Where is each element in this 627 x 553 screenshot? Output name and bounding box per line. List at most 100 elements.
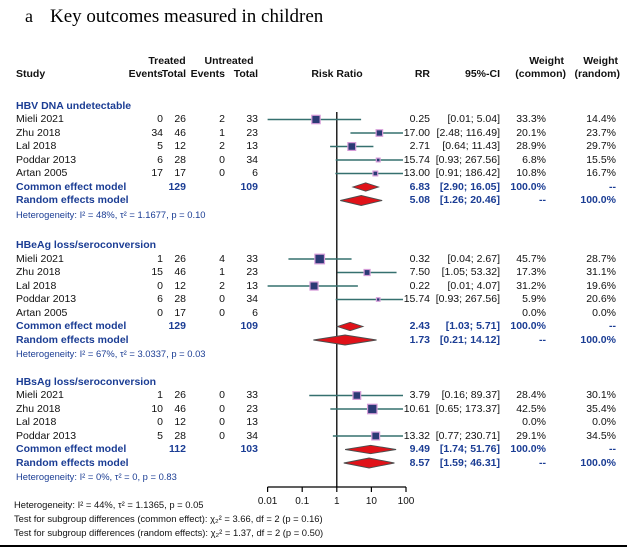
common-weight-common: 100.0% [510,320,546,332]
point-estimate-square [363,268,371,277]
group-label: HBeAg loss/seroconversion [16,239,157,251]
weight-random: 34.5% [586,429,616,442]
col-header-rr: RR [414,67,430,80]
axis-tick-label: 100 [397,496,415,507]
untreated-events: 2 [219,279,225,292]
treated-total: 12 [174,416,186,428]
treated-events: 15 [151,266,163,278]
untreated-total: 13 [246,140,258,152]
ci-value: [0.01; 4.07] [447,279,500,292]
untreated-total: 13 [246,279,258,292]
ci-value: [0.77; 230.71] [435,429,500,442]
random-weight-random: 100.0% [580,456,616,469]
untreated-events: 0 [219,153,225,166]
rr-value: 2.71 [409,140,430,152]
study-name: Poddar 2013 [16,429,77,442]
random-effects-label: Random effects model [16,333,129,346]
point-estimate-square [375,129,384,137]
rr-value: 13.32 [403,429,430,442]
common-weight-random: -- [609,180,616,193]
random-ci: [0.21; 14.12] [439,333,500,346]
weight-common: 0.0% [522,306,546,319]
rr-value: 7.50 [409,266,430,278]
weight-random: 31.1% [586,266,616,278]
common-untreated-total: 109 [240,320,258,332]
weight-random: 35.4% [586,402,616,415]
treated-events: 0 [157,306,163,319]
untreated-total: 33 [246,389,258,401]
common-weight-common: 100.0% [510,443,546,455]
untreated-events: 2 [219,113,225,125]
treated-events: 6 [157,153,163,166]
random-weight-random: 100.0% [580,194,616,206]
untreated-events: 0 [219,306,225,319]
random-weight-common: -- [539,333,546,346]
title-text: Key outcomes measured in children [50,6,324,27]
figure-title: a Key outcomes measured in children [25,6,323,28]
pooled-diamond [351,182,380,192]
col-header-total-untreated: Total [233,67,258,80]
rr-value: 13.00 [403,167,430,179]
treated-events: 0 [157,279,163,292]
untreated-events: 0 [219,416,225,428]
random-rr: 5.08 [409,194,430,206]
study-name: Mieli 2021 [16,252,64,265]
common-weight-common: 100.0% [510,180,546,193]
random-ci: [1.26; 20.46] [439,194,500,206]
weight-common: 5.9% [522,293,546,305]
col-header-ci: 95%-CI [464,67,500,80]
common-effect-label: Common effect model [16,443,127,455]
treated-events: 10 [151,402,163,415]
weight-common: 31.2% [516,279,546,292]
common-weight-random: -- [609,443,616,455]
point-estimate-square [309,281,319,291]
untreated-total: 33 [246,113,258,125]
point-estimate-square [375,297,381,302]
common-untreated-total: 103 [240,443,258,455]
group-heterogeneity: Heterogeneity: I² = 0%, τ² = 0, p = 0.83 [16,471,177,482]
pooled-diamond [343,457,395,469]
treated-events: 17 [151,167,163,179]
point-estimate-square [347,142,357,151]
treated-total: 46 [174,126,186,139]
untreated-total: 34 [246,293,258,305]
study-name: Poddar 2013 [16,293,77,305]
pooled-diamond [313,334,377,346]
ci-value: [0.65; 173.37] [435,402,500,415]
subgroup-test-common: Test for subgroup differences (common ef… [14,513,323,524]
treated-events: 34 [151,126,163,139]
treated-total: 26 [174,113,186,125]
study-name: Lal 2018 [16,279,57,292]
pooled-diamond [340,195,383,206]
treated-events: 0 [157,416,163,428]
untreated-total: 6 [252,306,258,319]
col-header-common-paren: (common) [515,67,566,80]
ci-value: [0.91; 186.42] [435,167,500,179]
untreated-total: 13 [246,416,258,428]
col-header-weight-random: Weight [583,54,618,67]
weight-random: 20.6% [586,293,616,305]
overall-heterogeneity: Heterogeneity: I² = 44%, τ² = 1.1365, p … [14,499,204,510]
untreated-events: 0 [219,429,225,442]
study-name: Lal 2018 [16,140,57,152]
point-estimate-square [375,157,381,163]
rr-value: 15.74 [403,293,430,305]
study-name: Zhu 2018 [16,266,61,278]
untreated-total: 34 [246,429,258,442]
weight-random: 0.0% [592,416,616,428]
group-label: HBsAg loss/seroconversion [16,375,157,388]
rr-value: 15.74 [403,153,430,166]
col-header-risk-ratio: Risk Ratio [311,67,363,80]
random-rr: 8.57 [409,456,430,469]
treated-events: 6 [157,293,163,305]
group-heterogeneity: Heterogeneity: I² = 48%, τ² = 1.1677, p … [16,208,206,220]
weight-common: 10.8% [516,167,546,179]
weight-common: 28.4% [516,389,546,401]
random-rr: 1.73 [409,333,430,346]
common-ci: [1.74; 51.76] [439,443,500,455]
group-heterogeneity: Heterogeneity: I² = 67%, τ² = 3.0337, p … [16,348,206,359]
common-weight-random: -- [609,320,616,332]
col-header-events-untreated: Events [190,67,225,80]
